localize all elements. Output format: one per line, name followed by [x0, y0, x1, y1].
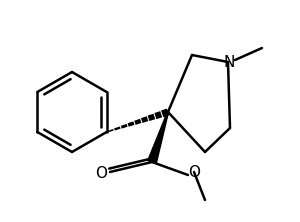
Text: O: O	[95, 165, 107, 180]
Text: N: N	[223, 54, 235, 69]
Polygon shape	[148, 112, 169, 163]
Text: O: O	[188, 165, 200, 180]
